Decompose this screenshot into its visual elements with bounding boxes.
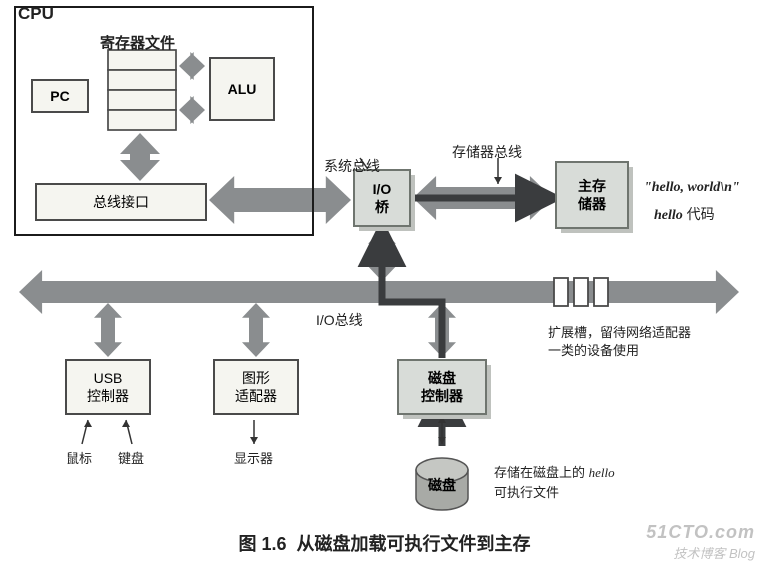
watermark: 51CTO.com 技术博客 Blog <box>646 522 755 562</box>
label-system-bus: 系统总线 <box>324 156 380 176</box>
svg-text:USB: USB <box>94 370 123 386</box>
svg-text:磁盘: 磁盘 <box>428 370 456 386</box>
label-io-bus: I/O总线 <box>316 310 363 330</box>
svg-text:图形: 图形 <box>242 370 270 386</box>
label-hello-code: hello 代码 <box>654 204 715 224</box>
label-expansion-2: 一类的设备使用 <box>548 340 639 359</box>
node-mem <box>556 162 628 228</box>
svg-text:控制器: 控制器 <box>421 388 464 404</box>
node-disk_ctrl <box>398 360 486 414</box>
label-keyboard: 键盘 <box>118 448 144 467</box>
label-disk-note-1: 存储在磁盘上的 hello <box>494 462 615 481</box>
svg-text:磁盘: 磁盘 <box>428 477 456 493</box>
label-hello-world: "hello, world\n" <box>644 180 740 196</box>
svg-text:适配器: 适配器 <box>235 388 277 404</box>
regfile-title: 寄存器文件 <box>100 32 175 53</box>
svg-text:储器: 储器 <box>577 196 607 212</box>
node-usb <box>66 360 150 414</box>
svg-text:主存: 主存 <box>578 178 606 194</box>
svg-text:控制器: 控制器 <box>87 388 129 404</box>
label-display: 显示器 <box>234 448 273 467</box>
svg-text:桥: 桥 <box>375 199 390 215</box>
label-disk-note-2: 可执行文件 <box>494 482 559 501</box>
node-gfx <box>214 360 298 414</box>
node-io_bridge <box>354 170 410 226</box>
label-memory-bus: 存储器总线 <box>452 142 522 162</box>
cpu-label: CPU <box>18 4 54 24</box>
label-expansion-1: 扩展槽，留待网络适配器 <box>548 322 691 341</box>
label-mouse: 鼠标 <box>66 448 92 467</box>
svg-text:I/O: I/O <box>373 181 392 197</box>
